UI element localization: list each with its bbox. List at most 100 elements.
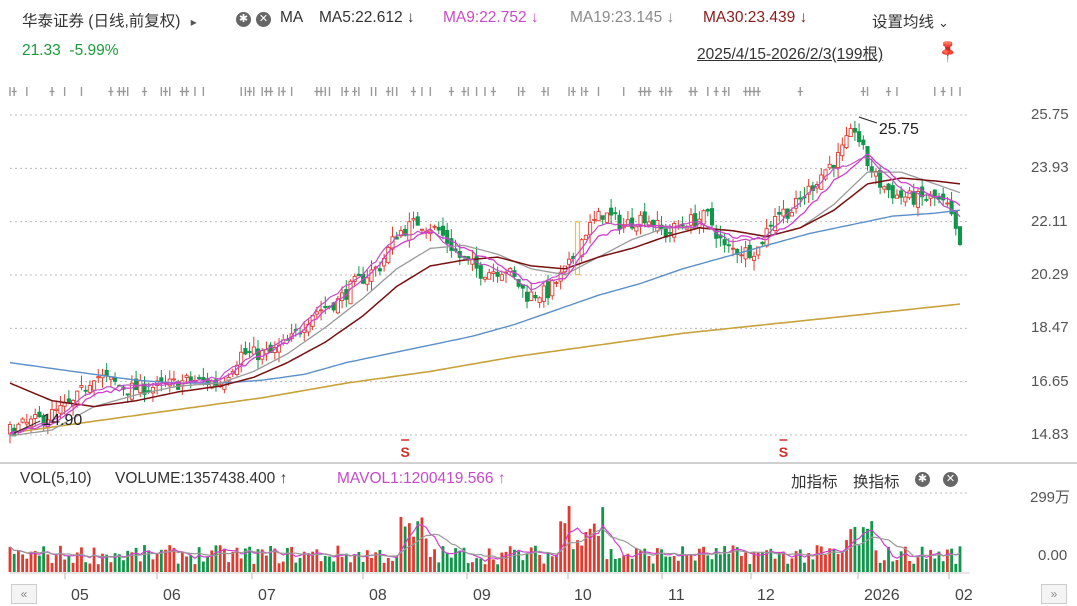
date-range[interactable]: 2025/4/15-2026/2/3(199根) bbox=[697, 46, 884, 63]
ma9-line bbox=[9, 152, 961, 434]
candle-body bbox=[197, 377, 202, 380]
candle-body bbox=[772, 216, 778, 232]
candle-body bbox=[356, 273, 361, 277]
x-tick-label: 08 bbox=[369, 587, 387, 604]
volume-bar bbox=[277, 563, 281, 572]
candle-body bbox=[592, 219, 597, 221]
candle-body bbox=[596, 211, 601, 222]
volume-bar bbox=[105, 554, 109, 572]
candle-body bbox=[861, 139, 866, 146]
volume-bar bbox=[538, 555, 542, 572]
volume-bar bbox=[46, 554, 50, 572]
candle-body bbox=[709, 208, 715, 226]
volume-bar bbox=[307, 553, 310, 572]
expand-arrow-icon[interactable]: ▸ bbox=[190, 15, 197, 29]
volume-bar bbox=[252, 563, 256, 572]
volume-bar bbox=[508, 546, 512, 572]
volume-bar bbox=[798, 549, 802, 572]
candle-body bbox=[113, 377, 118, 382]
volume-bar bbox=[903, 546, 907, 572]
volume-bar bbox=[807, 553, 811, 572]
volume-bar bbox=[525, 553, 529, 572]
close-icon[interactable]: ✕ bbox=[256, 11, 271, 29]
volume-bar bbox=[357, 552, 361, 572]
volume-bar bbox=[483, 564, 487, 572]
volume-bar bbox=[227, 562, 230, 572]
volume-bar bbox=[92, 547, 96, 572]
stock-title[interactable]: 华泰证券 (日线,前复权) ▸ bbox=[22, 9, 197, 31]
volume-bar bbox=[155, 553, 159, 572]
volume-bar bbox=[458, 550, 462, 572]
volume-bar bbox=[941, 561, 945, 572]
volume-bar bbox=[374, 552, 378, 572]
signal-marker: S bbox=[779, 444, 788, 460]
volume-bar bbox=[407, 523, 411, 572]
ma5-value: MA5:22.612 ↓ bbox=[319, 9, 415, 26]
volume-bar bbox=[235, 547, 239, 572]
candle-body bbox=[747, 244, 752, 259]
y-tick-label: 14.83 bbox=[1031, 426, 1069, 443]
volume-bar bbox=[412, 536, 415, 572]
candle-body bbox=[104, 369, 109, 377]
gear-icon[interactable]: ✱ bbox=[236, 11, 251, 29]
candle-body bbox=[899, 190, 904, 198]
candle-body bbox=[499, 274, 504, 281]
volume-bar bbox=[445, 552, 449, 572]
volume-bar bbox=[67, 555, 71, 572]
volume-bar bbox=[117, 554, 121, 572]
volume-bar bbox=[63, 559, 67, 572]
volume-bar bbox=[559, 521, 563, 572]
scroll-left-icon[interactable]: « bbox=[11, 584, 37, 604]
y-tick-label: 16.65 bbox=[1031, 372, 1069, 390]
volume-bar bbox=[605, 559, 609, 572]
ma-settings-button[interactable]: 设置均线 ⌄ bbox=[872, 14, 949, 31]
candle-body bbox=[857, 131, 862, 143]
volume-bar bbox=[731, 545, 735, 572]
volume-bar bbox=[185, 556, 188, 572]
volume-bar bbox=[697, 548, 701, 572]
volume-bar bbox=[664, 556, 668, 572]
volume-bar bbox=[504, 551, 508, 572]
volume-bar bbox=[21, 554, 25, 572]
volume-bar bbox=[609, 549, 613, 572]
volume-bar bbox=[668, 556, 672, 572]
candle-body bbox=[87, 385, 92, 393]
volume-bar bbox=[546, 552, 550, 572]
current-price: 21.33 -5.99% bbox=[22, 42, 119, 59]
volume-bar bbox=[59, 545, 62, 572]
candle-body bbox=[546, 281, 551, 299]
candle-body bbox=[642, 211, 647, 224]
x-tick-label: 12 bbox=[757, 587, 775, 604]
volume-bar bbox=[618, 558, 621, 572]
volume-bar bbox=[870, 521, 874, 572]
candle-body bbox=[646, 221, 651, 227]
candle-body bbox=[541, 285, 546, 302]
x-tick-label: 11 bbox=[668, 587, 685, 604]
add-indicator-button[interactable]: 加指标 bbox=[791, 474, 838, 491]
candle-body bbox=[827, 163, 832, 169]
volume-close-icon[interactable]: ✕ bbox=[943, 471, 958, 489]
volume-bar bbox=[626, 553, 630, 572]
volume-bar bbox=[25, 558, 29, 572]
volume-bar bbox=[462, 547, 466, 572]
candle-body bbox=[319, 309, 324, 312]
volume-bar bbox=[475, 558, 478, 572]
candle-body bbox=[558, 271, 563, 282]
volume-bar bbox=[138, 561, 142, 572]
switch-indicator-button[interactable]: 换指标 bbox=[853, 474, 900, 491]
volume-bar bbox=[134, 547, 138, 572]
volume-bar bbox=[929, 549, 932, 572]
volume-settings-gear-icon[interactable]: ✱ bbox=[915, 471, 930, 489]
volume-bar bbox=[861, 527, 865, 572]
volume-bar bbox=[710, 559, 714, 572]
candle-body bbox=[386, 246, 391, 263]
candle-body bbox=[323, 306, 328, 308]
volume-bar bbox=[433, 549, 436, 572]
scroll-right-icon[interactable]: » bbox=[1041, 584, 1067, 604]
candle-body bbox=[449, 238, 454, 251]
volume-bar bbox=[521, 560, 525, 572]
candle-body bbox=[604, 212, 609, 223]
volume-bar bbox=[643, 548, 647, 572]
annotations: 25.75 14.90 S S bbox=[13, 116, 919, 460]
